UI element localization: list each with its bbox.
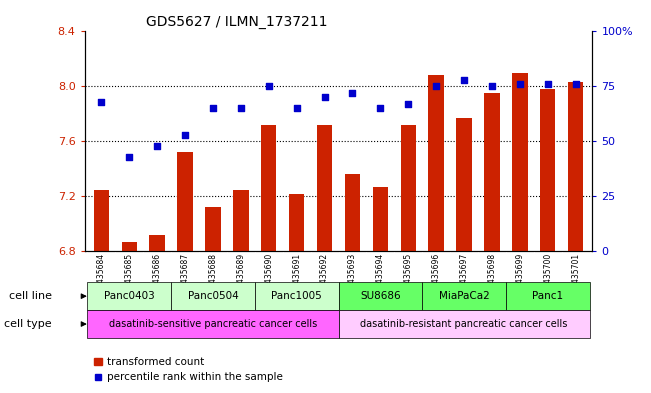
Bar (122, 242, 137, 252)
Point (403, 101, 413, 107)
Text: cell line: cell line (8, 291, 51, 301)
Bar (255, 282, 339, 310)
Bar (428, 75, 444, 252)
Bar (261, 125, 277, 252)
Point (96, 99, 107, 105)
Point (542, 81, 553, 87)
Text: dasatinib-resistant pancreatic cancer cells: dasatinib-resistant pancreatic cancer ce… (361, 319, 568, 329)
Bar (177, 152, 193, 252)
Bar (540, 89, 555, 252)
Bar (150, 235, 165, 252)
Text: GDS5627 / ILMN_1737211: GDS5627 / ILMN_1737211 (146, 15, 327, 29)
Point (124, 154, 135, 160)
Bar (456, 118, 472, 252)
Text: GSM1435694: GSM1435694 (376, 253, 385, 304)
Text: cell type: cell type (4, 319, 51, 329)
Bar (87, 282, 171, 310)
Legend: transformed count, percentile rank within the sample: transformed count, percentile rank withi… (90, 353, 286, 386)
Bar (568, 82, 583, 252)
Text: dasatinib-sensitive pancreatic cancer cells: dasatinib-sensitive pancreatic cancer ce… (109, 319, 317, 329)
Text: GSM1435687: GSM1435687 (180, 253, 189, 304)
Bar (94, 189, 109, 252)
Bar (372, 187, 388, 252)
Text: GSM1435690: GSM1435690 (264, 253, 273, 304)
Text: GSM1435701: GSM1435701 (571, 253, 580, 304)
Bar (233, 189, 249, 252)
Text: SU8686: SU8686 (360, 291, 400, 301)
Point (320, 94, 330, 101)
Text: GSM1435699: GSM1435699 (516, 253, 524, 304)
Point (431, 83, 441, 90)
Point (292, 105, 302, 112)
Text: GSM1435685: GSM1435685 (125, 253, 133, 304)
Bar (87, 310, 339, 338)
Text: GSM1435696: GSM1435696 (432, 253, 441, 304)
Point (208, 105, 218, 112)
Text: GSM1435693: GSM1435693 (348, 253, 357, 304)
Point (180, 132, 190, 138)
Text: GSM1435688: GSM1435688 (208, 253, 217, 304)
Text: GSM1435700: GSM1435700 (544, 253, 552, 304)
Bar (171, 282, 255, 310)
Text: GSM1435684: GSM1435684 (97, 253, 106, 304)
Text: GSM1435698: GSM1435698 (488, 253, 497, 304)
Bar (484, 93, 499, 252)
Text: MiaPaCa2: MiaPaCa2 (439, 291, 490, 301)
Text: GSM1435686: GSM1435686 (153, 253, 161, 304)
Text: GSM1435689: GSM1435689 (236, 253, 245, 304)
Text: Panc0504: Panc0504 (187, 291, 238, 301)
Text: GSM1435691: GSM1435691 (292, 253, 301, 304)
Point (347, 90, 357, 96)
Point (375, 105, 385, 112)
Text: Panc0403: Panc0403 (104, 291, 155, 301)
Bar (289, 194, 304, 252)
Point (515, 81, 525, 87)
Bar (317, 125, 332, 252)
Point (459, 77, 469, 83)
Point (487, 83, 497, 90)
Bar (400, 125, 416, 252)
Point (152, 143, 162, 149)
Text: GSM1435697: GSM1435697 (460, 253, 469, 304)
Point (236, 105, 246, 112)
Bar (512, 73, 527, 252)
Bar (345, 174, 360, 252)
Point (264, 83, 274, 90)
Text: GSM1435695: GSM1435695 (404, 253, 413, 304)
Point (570, 81, 581, 87)
Bar (422, 282, 506, 310)
Text: GSM1435692: GSM1435692 (320, 253, 329, 304)
Text: Panc1: Panc1 (533, 291, 563, 301)
Bar (339, 282, 422, 310)
Bar (205, 208, 221, 252)
Bar (506, 282, 590, 310)
Text: Panc1005: Panc1005 (271, 291, 322, 301)
Bar (339, 310, 590, 338)
